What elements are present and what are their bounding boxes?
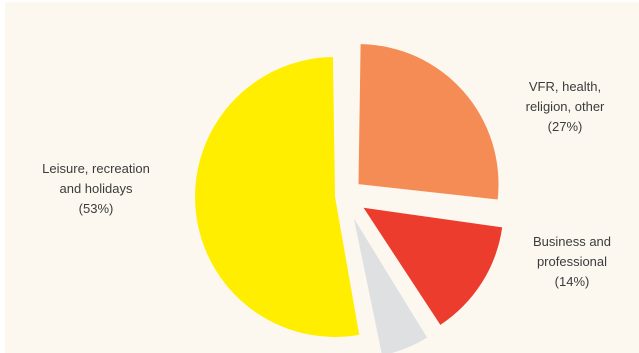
pie-slice-business-and-professional xyxy=(363,207,503,325)
pie-slice-leisure-recreation-and-holidays xyxy=(195,56,360,337)
label-leisure-recreation-holidays: Leisure, recreation and holidays (53%) xyxy=(42,161,150,216)
pie-slice-vfr-health-religion-other xyxy=(358,44,499,200)
label-business-professional: Business and professional (14%) xyxy=(532,234,612,289)
label-vfr-health-religion-other: VFR, health, religion, other (27%) xyxy=(525,79,605,134)
pie-slice-unlabeled xyxy=(353,218,428,353)
